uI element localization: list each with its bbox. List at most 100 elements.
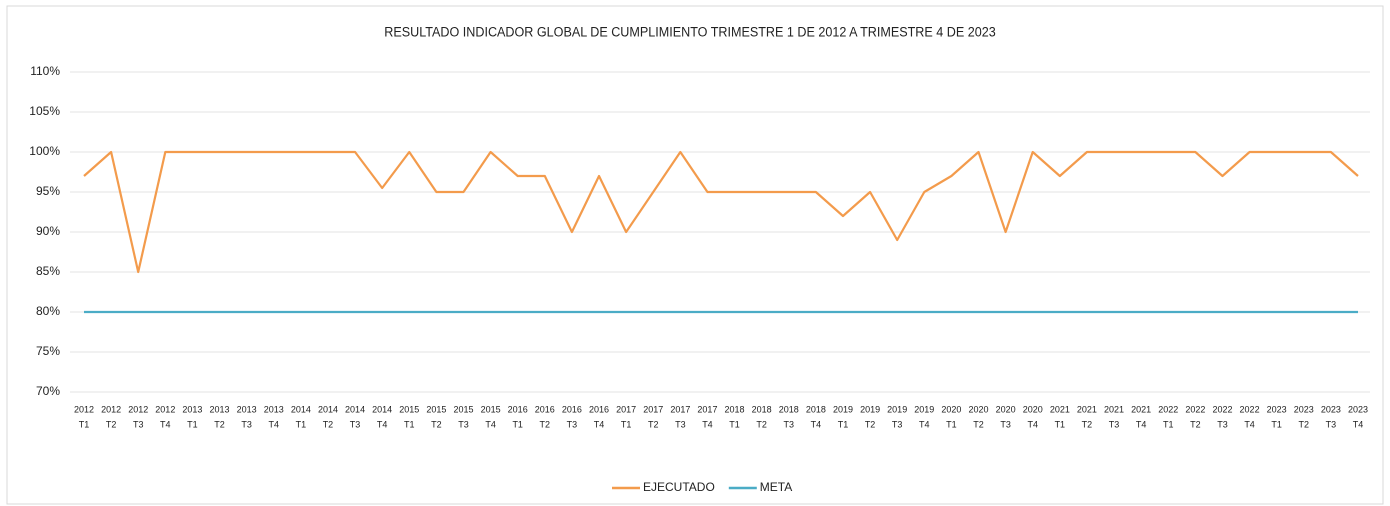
- x-tick-label: T4: [268, 419, 279, 429]
- x-tick-label: 2016: [562, 404, 582, 414]
- x-tick-label: T3: [1217, 419, 1228, 429]
- x-tick-label: T1: [838, 419, 849, 429]
- x-tick-label: 2022: [1240, 404, 1260, 414]
- x-tick-label: 2020: [1023, 404, 1043, 414]
- x-tick-label: T4: [1027, 419, 1038, 429]
- x-tick-label: T2: [1190, 419, 1201, 429]
- x-tick-label: 2012: [128, 404, 148, 414]
- y-tick-label: 100%: [29, 144, 60, 158]
- x-tick-label: 2013: [210, 404, 230, 414]
- x-tick-label: 2012: [155, 404, 175, 414]
- x-tick-label: 2012: [101, 404, 121, 414]
- x-tick-label: T3: [1000, 419, 1011, 429]
- x-tick-label: 2014: [372, 404, 392, 414]
- x-tick-label: T1: [512, 419, 523, 429]
- x-tick-label: 2015: [453, 404, 473, 414]
- x-tick-label: T1: [187, 419, 198, 429]
- y-tick-label: 110%: [30, 64, 60, 78]
- x-tick-label: 2023: [1321, 404, 1341, 414]
- x-tick-label: 2013: [182, 404, 202, 414]
- x-tick-label: T3: [567, 419, 578, 429]
- x-tick-label: T4: [919, 419, 930, 429]
- x-tick-label: T3: [1109, 419, 1120, 429]
- x-tick-label: 2018: [752, 404, 772, 414]
- x-tick-label: 2019: [833, 404, 853, 414]
- x-tick-label: 2021: [1104, 404, 1124, 414]
- y-tick-label: 70%: [36, 384, 60, 398]
- x-tick-label: T4: [160, 419, 171, 429]
- x-tick-label: T1: [1271, 419, 1282, 429]
- x-tick-label: 2013: [264, 404, 284, 414]
- x-tick-label: T1: [1163, 419, 1174, 429]
- y-tick-label: 95%: [36, 184, 60, 198]
- x-tick-label: 2018: [779, 404, 799, 414]
- x-tick-label: 2020: [968, 404, 988, 414]
- y-tick-label: 90%: [36, 224, 60, 238]
- x-tick-label: 2015: [399, 404, 419, 414]
- x-tick-label: 2021: [1077, 404, 1097, 414]
- x-tick-label: 2017: [616, 404, 636, 414]
- x-tick-label: 2015: [481, 404, 501, 414]
- x-tick-label: T3: [675, 419, 686, 429]
- x-tick-label: T3: [784, 419, 795, 429]
- x-tick-label: 2023: [1267, 404, 1287, 414]
- x-tick-label: 2017: [697, 404, 717, 414]
- x-tick-label: T2: [1299, 419, 1310, 429]
- chart-title: RESULTADO INDICADOR GLOBAL DE CUMPLIMIEN…: [384, 24, 995, 40]
- x-tick-label: T1: [1055, 419, 1066, 429]
- y-tick-label: 85%: [36, 264, 60, 278]
- x-tick-label: 2013: [237, 404, 257, 414]
- x-tick-label: T2: [973, 419, 984, 429]
- x-tick-label: 2022: [1185, 404, 1205, 414]
- x-tick-label: T1: [79, 419, 90, 429]
- y-tick-label: 80%: [36, 304, 60, 318]
- x-tick-label: T1: [296, 419, 307, 429]
- x-tick-label: 2019: [914, 404, 934, 414]
- x-tick-label: 2021: [1131, 404, 1151, 414]
- x-tick-label: T4: [811, 419, 822, 429]
- x-tick-label: T1: [404, 419, 415, 429]
- x-tick-label: T3: [458, 419, 469, 429]
- x-tick-label: T4: [485, 419, 496, 429]
- x-tick-label: 2012: [74, 404, 94, 414]
- x-tick-label: 2016: [535, 404, 555, 414]
- x-tick-label: 2021: [1050, 404, 1070, 414]
- x-tick-label: T2: [214, 419, 225, 429]
- x-tick-label: T2: [1082, 419, 1093, 429]
- x-tick-label: T1: [621, 419, 632, 429]
- x-tick-label: T4: [1136, 419, 1147, 429]
- x-tick-label: T2: [756, 419, 767, 429]
- x-tick-label: T3: [1326, 419, 1337, 429]
- x-tick-label: T1: [946, 419, 957, 429]
- x-tick-label: 2023: [1348, 404, 1368, 414]
- x-tick-label: 2020: [996, 404, 1016, 414]
- x-tick-label: T4: [594, 419, 605, 429]
- x-tick-label: 2019: [887, 404, 907, 414]
- x-tick-label: T2: [648, 419, 659, 429]
- x-tick-label: 2017: [643, 404, 663, 414]
- legend-label: META: [760, 480, 792, 494]
- x-tick-label: 2016: [508, 404, 528, 414]
- chart-frame: [6, 5, 1384, 505]
- series-line: [83, 150, 1359, 274]
- x-tick-label: 2014: [291, 404, 311, 414]
- x-tick-label: 2022: [1212, 404, 1232, 414]
- x-tick-label: 2017: [670, 404, 690, 414]
- x-tick-label: 2023: [1294, 404, 1314, 414]
- x-tick-label: T4: [1244, 419, 1255, 429]
- x-tick-label: T1: [729, 419, 740, 429]
- y-tick-label: 75%: [36, 344, 60, 358]
- y-tick-label: 105%: [29, 104, 60, 118]
- x-tick-label: 2022: [1158, 404, 1178, 414]
- x-tick-label: T2: [323, 419, 334, 429]
- x-tick-label: T2: [431, 419, 442, 429]
- x-tick-label: T2: [540, 419, 551, 429]
- x-tick-label: 2014: [345, 404, 365, 414]
- legend-label: EJECUTADO: [643, 480, 715, 494]
- x-tick-label: 2016: [589, 404, 609, 414]
- x-tick-label: 2018: [725, 404, 745, 414]
- x-tick-label: T2: [106, 419, 117, 429]
- x-tick-label: 2014: [318, 404, 338, 414]
- x-tick-label: 2018: [806, 404, 826, 414]
